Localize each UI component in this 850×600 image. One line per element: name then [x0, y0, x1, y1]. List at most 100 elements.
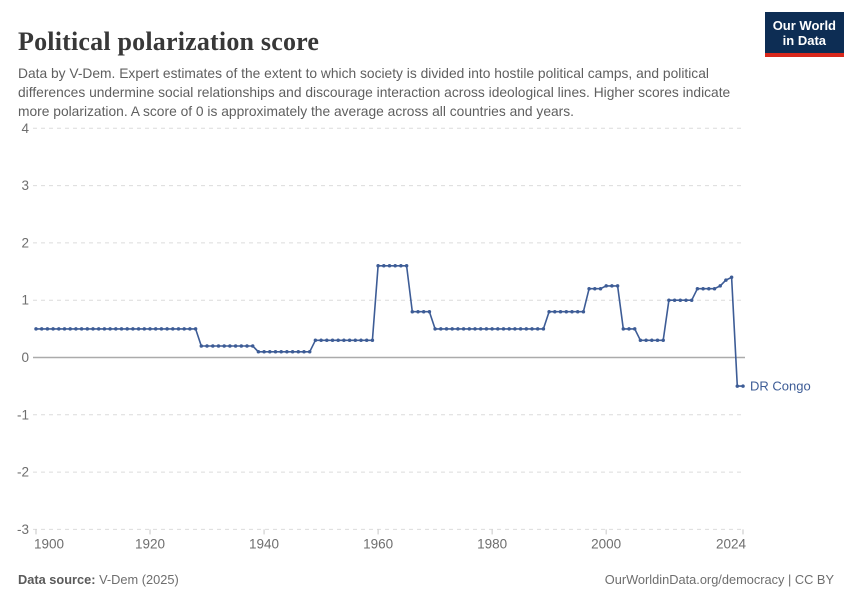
x-tick-label: 1900: [34, 536, 64, 551]
data-point: [632, 327, 637, 331]
data-point: [325, 338, 329, 343]
data-point: [336, 338, 340, 343]
data-point: [547, 309, 551, 314]
data-point: [51, 327, 55, 331]
data-point: [644, 338, 648, 343]
data-point: [524, 327, 529, 331]
data-point: [558, 309, 563, 314]
data-point: [136, 327, 141, 331]
data-point: [131, 327, 135, 331]
data-point: [62, 327, 67, 331]
data-point: [541, 327, 546, 331]
data-point: [598, 286, 603, 291]
data-point: [273, 350, 278, 354]
data-point: [575, 309, 580, 314]
data-point: [188, 327, 192, 331]
data-point: [125, 327, 129, 331]
data-point: [216, 344, 221, 348]
data-point: [513, 327, 517, 331]
data-point: [478, 327, 483, 331]
data-point: [581, 309, 586, 314]
owid-logo-line2: in Data: [782, 33, 827, 49]
owid-logo-line1: Our World: [772, 18, 836, 33]
data-point: [171, 327, 175, 331]
data-point: [427, 309, 432, 314]
data-point: [114, 327, 118, 331]
data-point: [245, 344, 249, 348]
y-tick-label: -1: [17, 407, 29, 422]
data-point: [45, 327, 50, 331]
data-point: [695, 286, 700, 291]
data-point: [205, 344, 209, 348]
x-tick-label: 2024: [716, 536, 747, 551]
x-tick-label: 1920: [135, 536, 165, 551]
data-point: [165, 327, 169, 331]
data-point: [729, 275, 734, 280]
data-point: [444, 327, 449, 331]
data-point: [79, 327, 84, 331]
data-point: [627, 327, 631, 331]
data-point: [604, 284, 608, 288]
data-point: [108, 327, 112, 331]
data-point: [85, 327, 90, 331]
data-source-value: V-Dem (2025): [95, 572, 179, 587]
data-point: [279, 350, 283, 354]
data-point: [672, 298, 677, 302]
owid-logo[interactable]: Our World in Data: [764, 12, 844, 57]
owid-url-license[interactable]: OurWorldinData.org/democracy | CC BY: [604, 572, 834, 587]
data-source-note: Data source: V-Dem (2025): [18, 572, 179, 587]
data-point: [421, 309, 426, 314]
data-point: [119, 327, 124, 331]
data-point: [735, 384, 740, 388]
data-point: [250, 344, 255, 348]
data-point: [382, 264, 386, 268]
data-point: [416, 309, 420, 314]
data-point: [570, 309, 574, 314]
data-point: [370, 338, 375, 343]
data-point: [456, 327, 460, 331]
y-tick-label: 3: [21, 178, 29, 193]
data-point: [404, 264, 409, 268]
data-point: [587, 286, 591, 291]
data-point: [718, 284, 722, 288]
data-point: [593, 286, 597, 291]
data-point: [176, 327, 181, 331]
data-point: [621, 327, 626, 331]
data-point: [564, 309, 569, 314]
y-tick-label: -2: [17, 465, 29, 480]
data-point: [661, 338, 665, 343]
data-point: [484, 327, 489, 331]
data-point: [182, 327, 186, 331]
data-point: [615, 284, 620, 288]
data-point: [222, 344, 226, 348]
data-point: [655, 338, 660, 343]
data-point: [290, 350, 295, 354]
data-point: [102, 327, 107, 331]
data-point: [193, 327, 198, 331]
data-point: [199, 344, 204, 348]
data-source-label: Data source:: [18, 572, 96, 587]
data-point: [359, 338, 363, 343]
data-point: [34, 327, 38, 331]
data-point: [507, 327, 511, 331]
data-point: [393, 264, 397, 268]
data-point: [262, 350, 266, 354]
data-point: [650, 338, 654, 343]
data-point: [307, 350, 312, 354]
data-point: [256, 350, 261, 354]
data-point: [741, 384, 745, 388]
y-tick-label: -3: [17, 522, 29, 537]
data-point: [153, 327, 158, 331]
data-point: [553, 309, 557, 314]
data-point: [239, 344, 244, 348]
data-point: [233, 344, 238, 348]
data-point: [467, 327, 472, 331]
data-point: [296, 350, 301, 354]
data-point: [319, 338, 323, 343]
data-point: [342, 338, 346, 343]
data-point: [376, 264, 380, 268]
data-point: [496, 327, 500, 331]
x-tick-label: 1980: [477, 536, 507, 551]
data-point: [285, 350, 289, 354]
